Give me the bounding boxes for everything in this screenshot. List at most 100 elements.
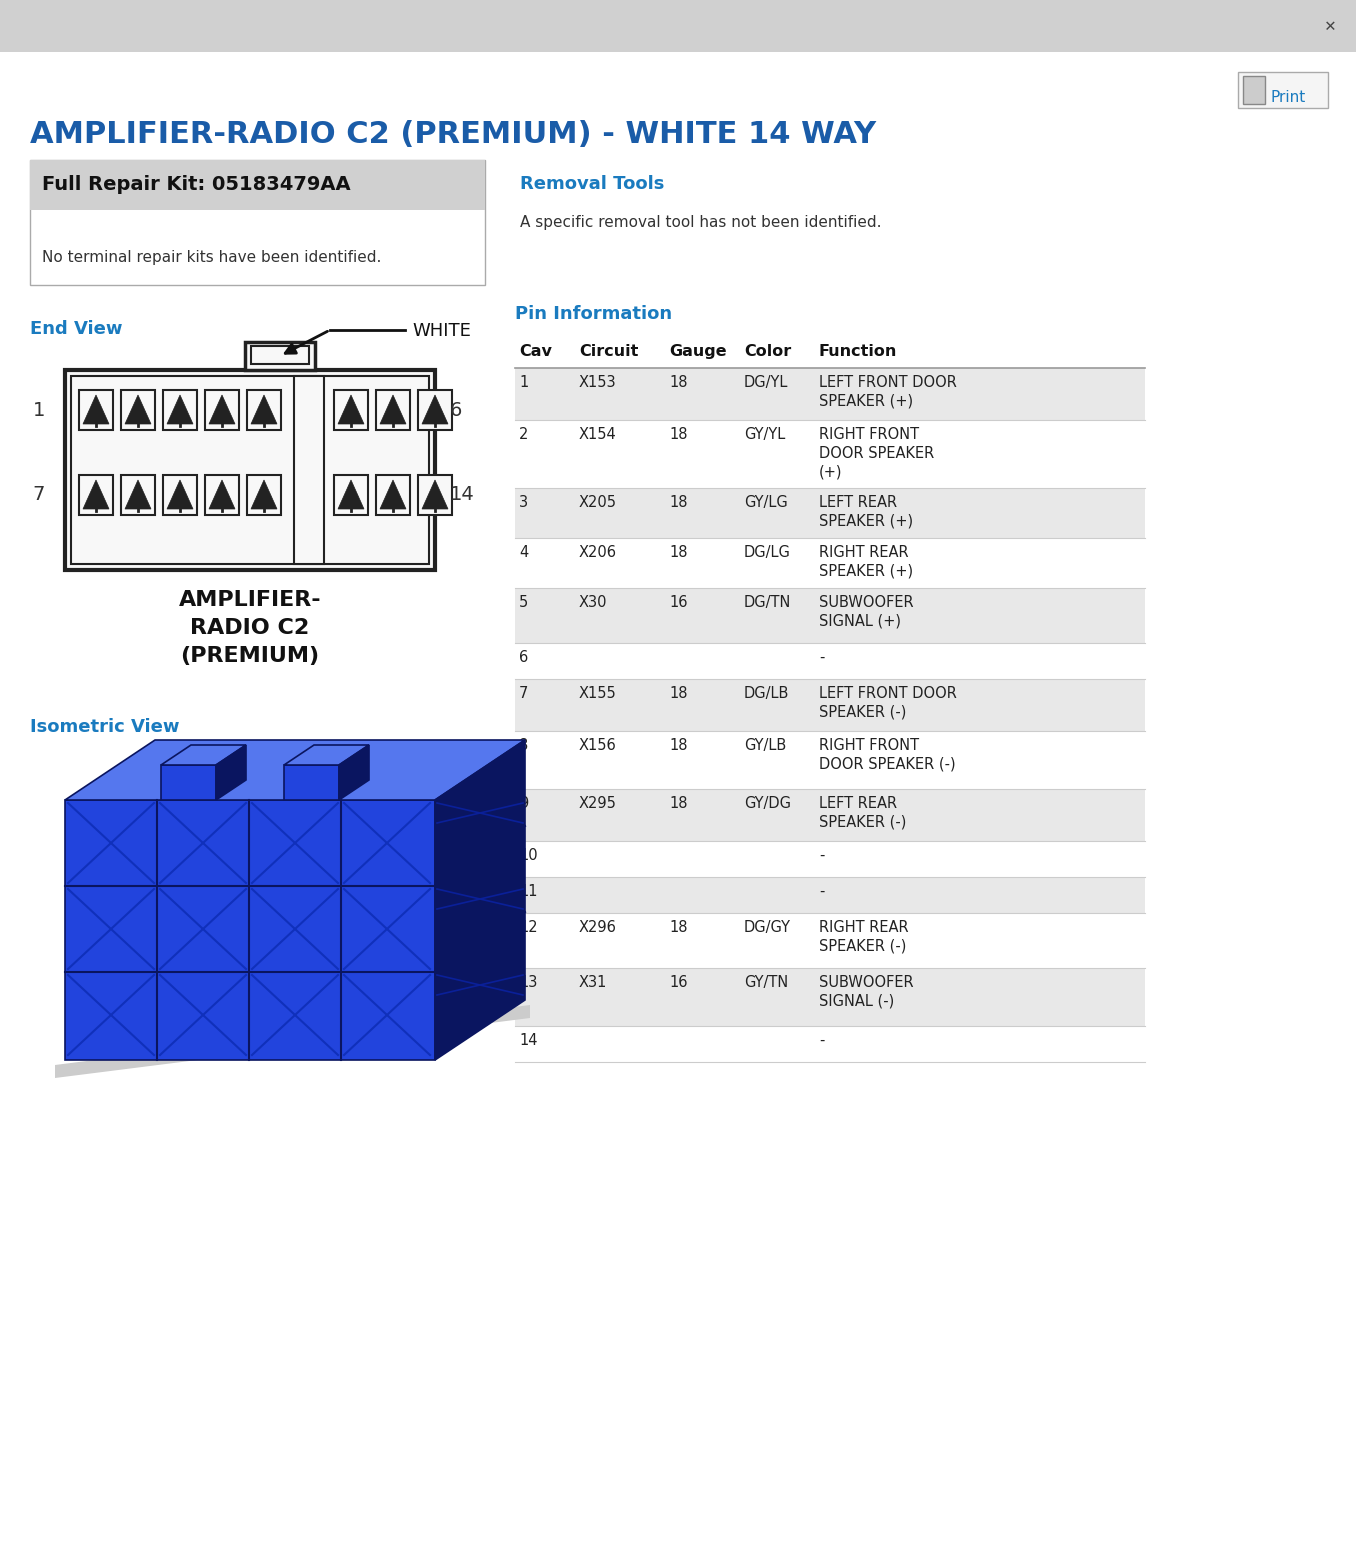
Text: GY/DG: GY/DG — [744, 796, 791, 812]
Text: RIGHT REAR
SPEAKER (-): RIGHT REAR SPEAKER (-) — [819, 920, 909, 953]
Text: 13: 13 — [519, 975, 537, 990]
FancyBboxPatch shape — [245, 341, 315, 369]
FancyBboxPatch shape — [121, 390, 155, 430]
Text: 18: 18 — [669, 686, 687, 702]
Text: GY/LG: GY/LG — [744, 495, 788, 511]
Text: 9: 9 — [519, 796, 529, 812]
Text: DG/TN: DG/TN — [744, 594, 792, 610]
Text: 11: 11 — [519, 885, 537, 899]
Text: WHITE: WHITE — [412, 321, 471, 340]
FancyBboxPatch shape — [30, 160, 485, 286]
Text: No terminal repair kits have been identified.: No terminal repair kits have been identi… — [42, 250, 381, 265]
Text: 3: 3 — [519, 495, 527, 511]
Text: ✕: ✕ — [1325, 17, 1336, 36]
Text: -: - — [819, 1034, 824, 1048]
Polygon shape — [283, 745, 369, 765]
Text: 18: 18 — [669, 739, 687, 753]
Text: Isometric View: Isometric View — [30, 719, 179, 736]
Text: LEFT REAR
SPEAKER (-): LEFT REAR SPEAKER (-) — [819, 796, 906, 830]
Text: AMPLIFIER-
RADIO C2
(PREMIUM): AMPLIFIER- RADIO C2 (PREMIUM) — [179, 590, 321, 666]
FancyBboxPatch shape — [30, 160, 485, 210]
Polygon shape — [338, 480, 363, 509]
Polygon shape — [380, 396, 405, 424]
Text: 18: 18 — [669, 495, 687, 511]
Polygon shape — [422, 480, 447, 509]
Text: X153: X153 — [579, 376, 617, 390]
Polygon shape — [125, 480, 151, 509]
Text: SUBWOOFER
SIGNAL (-): SUBWOOFER SIGNAL (-) — [819, 975, 914, 1009]
FancyBboxPatch shape — [334, 390, 367, 430]
FancyBboxPatch shape — [79, 390, 113, 430]
Text: 18: 18 — [669, 427, 687, 442]
Polygon shape — [216, 745, 245, 799]
FancyBboxPatch shape — [163, 475, 197, 515]
FancyBboxPatch shape — [515, 368, 1144, 421]
FancyBboxPatch shape — [205, 390, 239, 430]
Polygon shape — [167, 396, 193, 424]
Polygon shape — [83, 396, 108, 424]
Text: X295: X295 — [579, 796, 617, 812]
Polygon shape — [209, 396, 235, 424]
Text: X31: X31 — [579, 975, 607, 990]
Polygon shape — [339, 745, 369, 799]
FancyBboxPatch shape — [376, 475, 410, 515]
Polygon shape — [56, 1006, 530, 1079]
Text: Function: Function — [819, 345, 898, 359]
Text: 8: 8 — [519, 739, 529, 753]
Text: GY/TN: GY/TN — [744, 975, 788, 990]
Text: 10: 10 — [519, 847, 537, 863]
Polygon shape — [65, 740, 525, 799]
Polygon shape — [161, 765, 216, 799]
Polygon shape — [161, 745, 245, 765]
Polygon shape — [283, 765, 339, 799]
Text: Circuit: Circuit — [579, 345, 639, 359]
FancyBboxPatch shape — [65, 369, 435, 570]
Text: SUBWOOFER
SIGNAL (+): SUBWOOFER SIGNAL (+) — [819, 594, 914, 629]
FancyBboxPatch shape — [515, 968, 1144, 1026]
Text: 2: 2 — [519, 427, 529, 442]
Text: RIGHT REAR
SPEAKER (+): RIGHT REAR SPEAKER (+) — [819, 545, 913, 579]
Text: -: - — [819, 885, 824, 899]
FancyBboxPatch shape — [205, 475, 239, 515]
Text: 1: 1 — [33, 400, 45, 419]
Text: X30: X30 — [579, 594, 607, 610]
Text: 18: 18 — [669, 545, 687, 560]
Polygon shape — [435, 750, 519, 1055]
Text: X206: X206 — [579, 545, 617, 560]
Text: Gauge: Gauge — [669, 345, 727, 359]
Text: 7: 7 — [33, 486, 45, 504]
Text: GY/YL: GY/YL — [744, 427, 785, 442]
Polygon shape — [338, 396, 363, 424]
Text: 18: 18 — [669, 796, 687, 812]
FancyBboxPatch shape — [1238, 71, 1328, 109]
Text: 16: 16 — [669, 975, 687, 990]
Text: 7: 7 — [519, 686, 529, 702]
FancyBboxPatch shape — [515, 680, 1144, 731]
Text: GY/LB: GY/LB — [744, 739, 786, 753]
Text: X296: X296 — [579, 920, 617, 934]
Text: LEFT FRONT DOOR
SPEAKER (+): LEFT FRONT DOOR SPEAKER (+) — [819, 376, 957, 408]
Text: 4: 4 — [519, 545, 529, 560]
FancyBboxPatch shape — [376, 390, 410, 430]
FancyBboxPatch shape — [121, 475, 155, 515]
Text: X155: X155 — [579, 686, 617, 702]
Polygon shape — [167, 480, 193, 509]
FancyBboxPatch shape — [418, 475, 452, 515]
FancyBboxPatch shape — [79, 475, 113, 515]
Text: X205: X205 — [579, 495, 617, 511]
FancyBboxPatch shape — [294, 376, 324, 563]
Text: 16: 16 — [669, 594, 687, 610]
Polygon shape — [422, 396, 447, 424]
FancyBboxPatch shape — [515, 788, 1144, 841]
Text: 6: 6 — [450, 400, 462, 419]
FancyBboxPatch shape — [163, 390, 197, 430]
Text: RIGHT FRONT
DOOR SPEAKER (-): RIGHT FRONT DOOR SPEAKER (-) — [819, 739, 956, 771]
Text: X156: X156 — [579, 739, 617, 753]
Text: 14: 14 — [519, 1034, 537, 1048]
Text: DG/LG: DG/LG — [744, 545, 791, 560]
Polygon shape — [65, 799, 435, 1060]
Text: -: - — [819, 650, 824, 664]
Polygon shape — [435, 740, 525, 1060]
Text: X154: X154 — [579, 427, 617, 442]
Text: LEFT REAR
SPEAKER (+): LEFT REAR SPEAKER (+) — [819, 495, 913, 529]
